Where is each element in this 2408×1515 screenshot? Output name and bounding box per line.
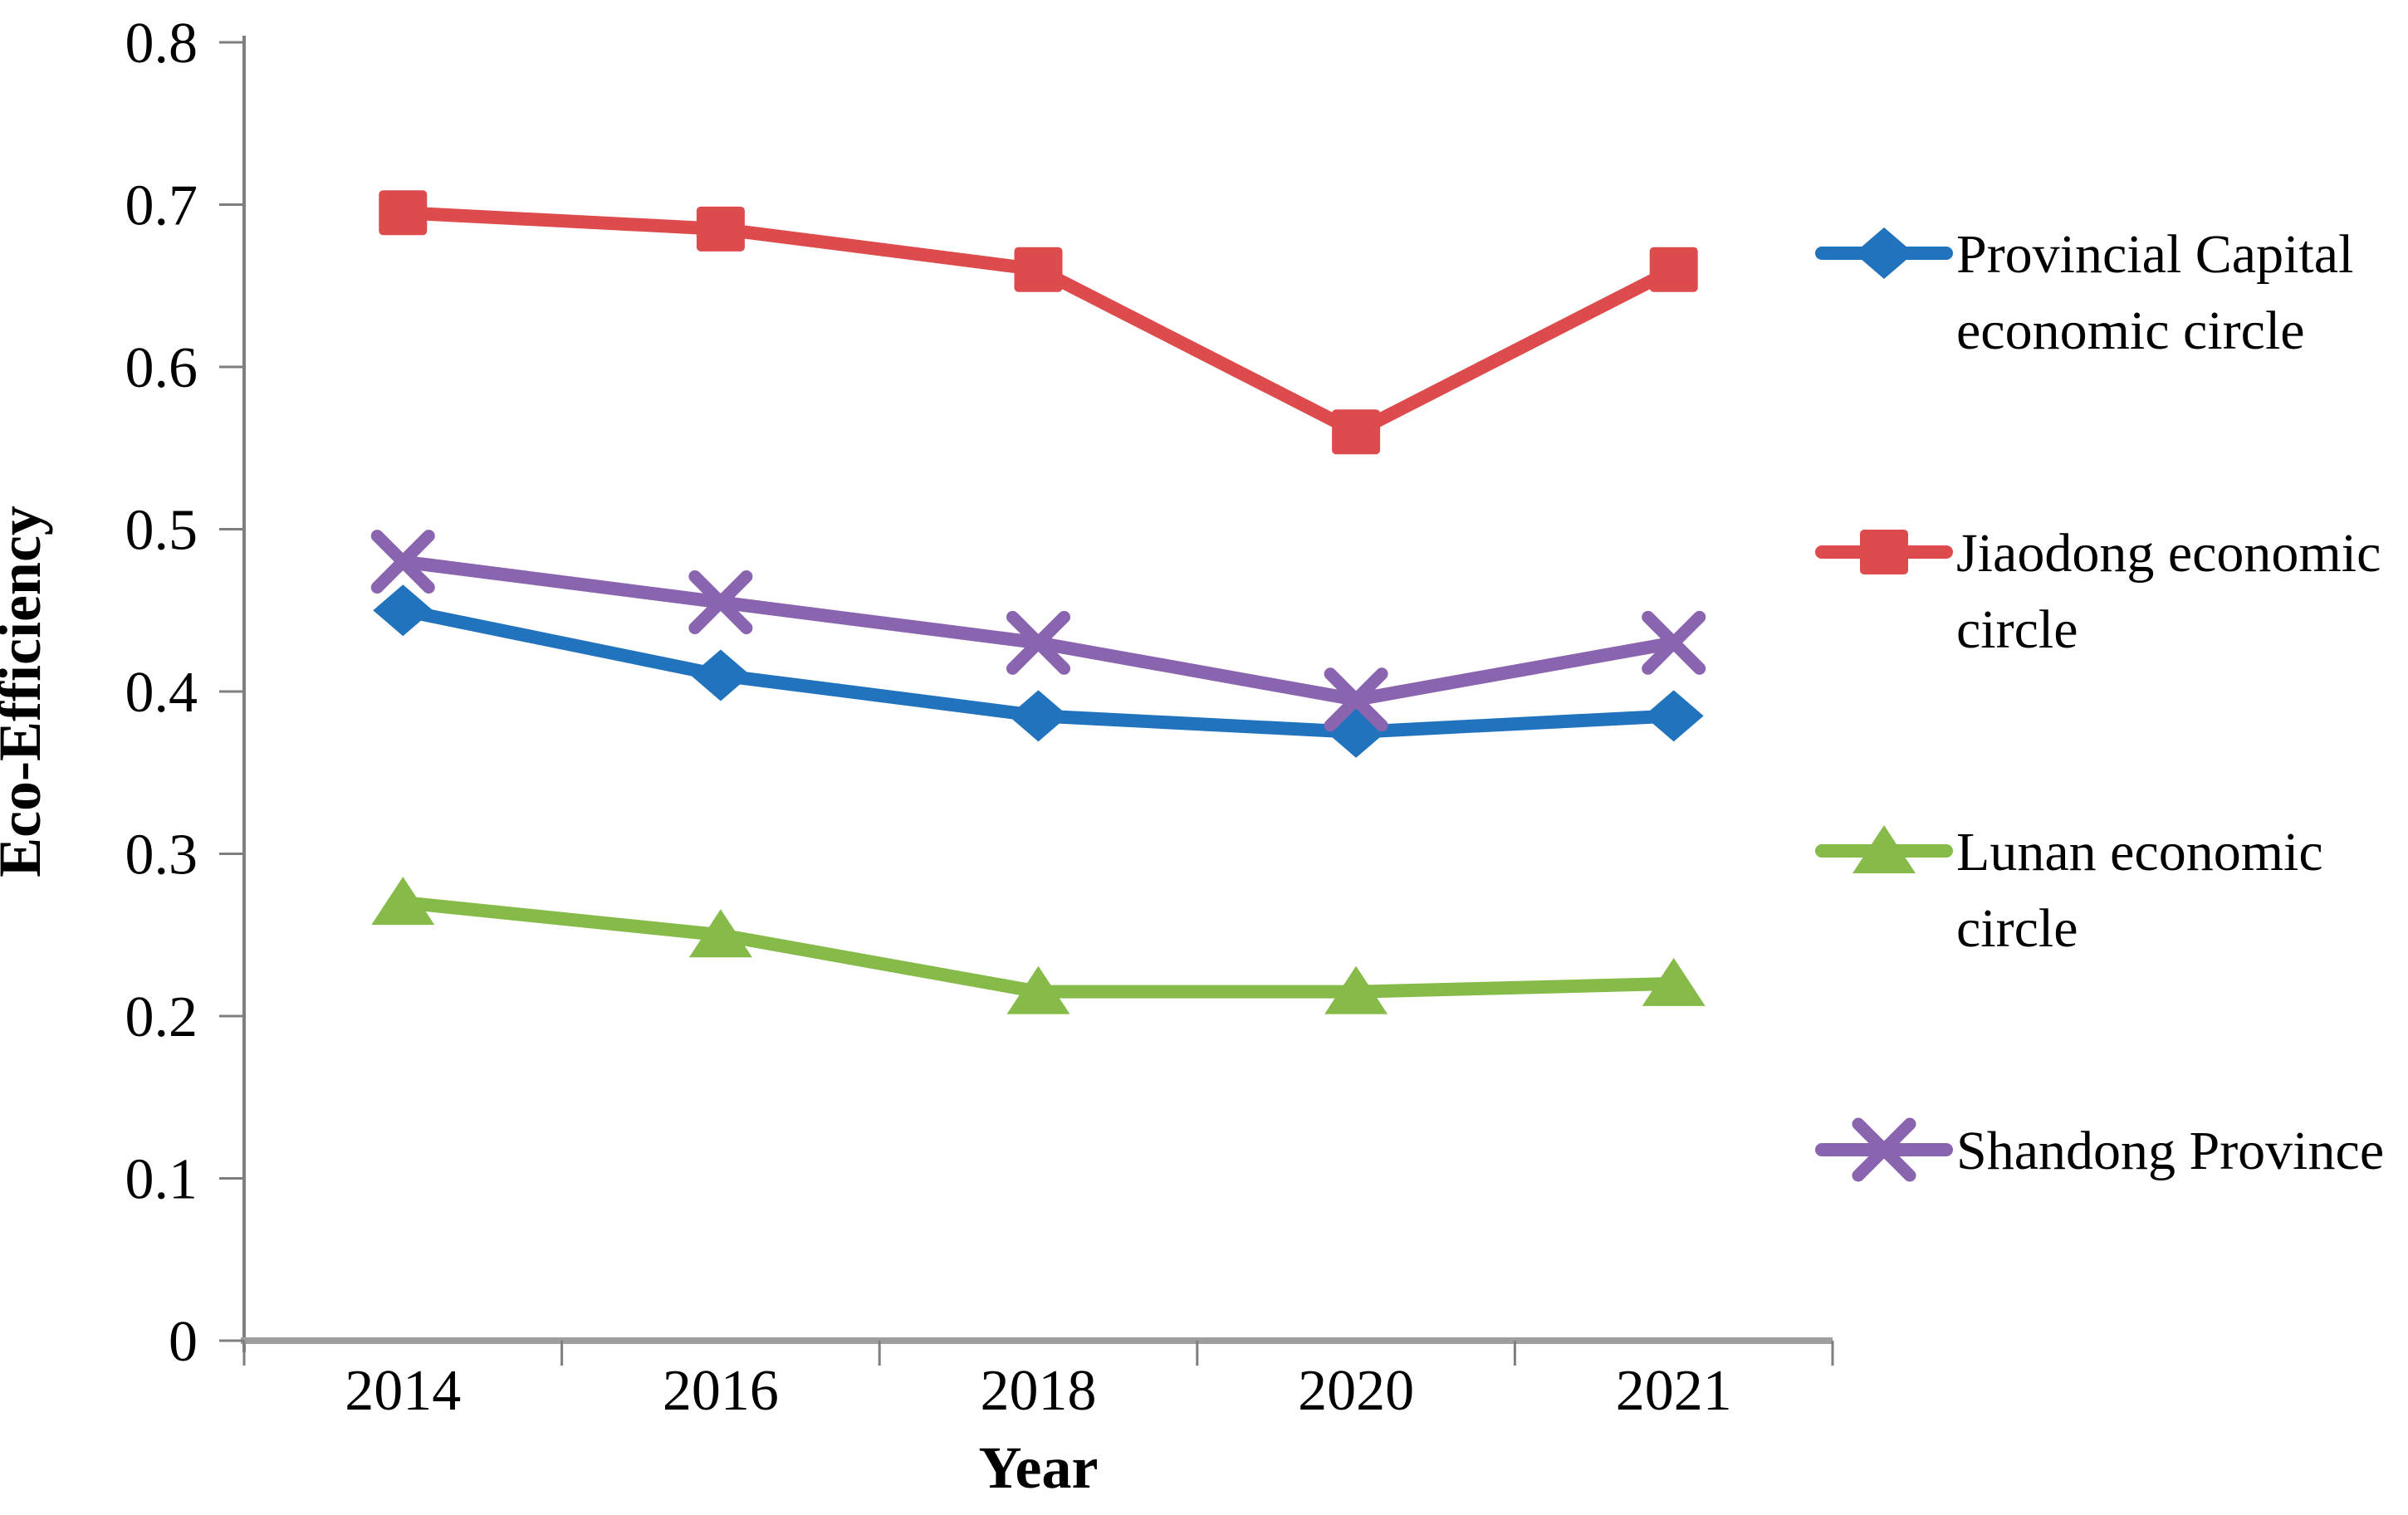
series-provincial-capital-economic-circle-diamond-marker	[1008, 690, 1069, 742]
legend-lunan-economic-circle-triangle-marker	[1852, 825, 1916, 873]
series-lunan-economic-circle-triangle-marker	[1324, 965, 1388, 1014]
legend-label-provincial-capital-economic-circle: economic circle	[1956, 301, 2305, 361]
series-jiaodong-economic-circle-square-marker	[696, 206, 745, 252]
series-lunan-economic-circle-triangle-marker	[1642, 957, 1706, 1006]
series-shandong-province-x-marker	[1642, 610, 1706, 675]
legend-label-provincial-capital-economic-circle: Provincial Capital	[1956, 224, 2353, 285]
series-lunan-economic-circle-triangle-marker	[688, 909, 752, 958]
legend-label-lunan-economic-circle: Lunan economic	[1956, 822, 2323, 882]
legend-label-lunan-economic-circle: circle	[1956, 898, 2078, 959]
series-provincial-capital-economic-circle-diamond-marker	[373, 584, 433, 637]
y-tick-label: 0.4	[125, 661, 198, 725]
y-tick-label: 0.2	[125, 985, 198, 1049]
series-jiaodong-economic-circle-square-marker	[1332, 409, 1381, 455]
series-shandong-province-x-marker	[1006, 610, 1070, 675]
series-provincial-capital-economic-circle-diamond-marker	[690, 649, 751, 701]
series-provincial-capital-economic-circle-diamond-marker	[1643, 690, 1704, 742]
y-tick-label: 0.1	[125, 1148, 198, 1212]
x-tick-label: 2016	[663, 1359, 779, 1423]
series-shandong-province-x-marker	[370, 530, 435, 594]
legend-label-jiaodong-economic-circle: circle	[1956, 599, 2078, 660]
x-tick-label: 2014	[345, 1359, 461, 1423]
x-tick-label: 2018	[981, 1359, 1097, 1423]
legend-shandong-province-x-marker	[1852, 1117, 1916, 1182]
y-axis-title: Eco-Efficiency	[0, 506, 53, 877]
legend-label-shandong-province: Shandong Province	[1956, 1121, 2384, 1181]
series-line-jiaodong-economic-circle	[396, 206, 1681, 439]
legend-provincial-capital-economic-circle-diamond-marker	[1854, 227, 1914, 279]
series-line-shandong-province	[396, 555, 1681, 706]
x-axis-title: Year	[979, 1434, 1099, 1501]
legend-label-jiaodong-economic-circle: Jiaodong economic	[1956, 523, 2381, 584]
y-tick-label: 0.8	[125, 12, 198, 76]
x-tick-label: 2020	[1298, 1359, 1414, 1423]
y-tick-label: 0.7	[125, 174, 198, 238]
series-jiaodong-economic-circle-square-marker	[379, 190, 428, 236]
series-jiaodong-economic-circle-square-marker	[1014, 247, 1063, 292]
x-tick-label: 2021	[1616, 1359, 1732, 1423]
y-tick-label: 0	[169, 1310, 198, 1374]
series-lunan-economic-circle-triangle-marker	[371, 877, 435, 926]
y-tick-label: 0.5	[125, 499, 198, 563]
y-tick-label: 0.3	[125, 823, 198, 887]
series-jiaodong-economic-circle-square-marker	[1649, 247, 1698, 292]
series-lunan-economic-circle-triangle-marker	[1006, 965, 1070, 1014]
y-tick-label: 0.6	[125, 336, 198, 400]
series-shandong-province-x-marker	[1324, 667, 1388, 732]
legend-jiaodong-economic-circle-square-marker	[1860, 530, 1908, 574]
series-shandong-province-x-marker	[688, 569, 753, 634]
